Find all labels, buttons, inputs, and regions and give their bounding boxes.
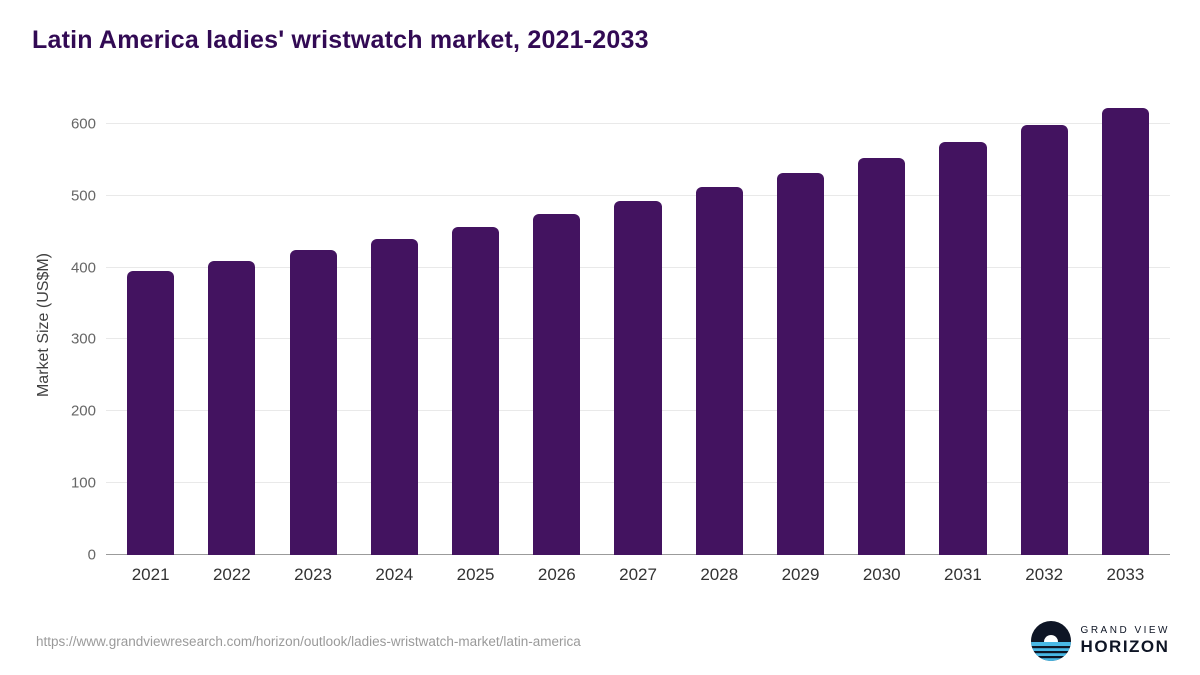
x-tick-label: 2024 — [375, 565, 414, 584]
bar-2023 — [289, 250, 337, 555]
x-tick-label: 2033 — [1106, 565, 1145, 584]
bar-2032 — [1020, 125, 1068, 555]
y-tick-label: 100 — [70, 474, 96, 492]
bar-slot — [272, 95, 353, 555]
bar-2025 — [452, 226, 500, 555]
bar-slot — [841, 95, 922, 555]
bars — [106, 95, 1170, 555]
bar-2033 — [1101, 107, 1149, 555]
bar-slot — [516, 95, 597, 555]
bar-2022 — [208, 261, 256, 555]
y-tick-label: 200 — [70, 402, 96, 420]
x-tick-label: 2022 — [212, 565, 251, 584]
x-axis-labels: 2021 2022 2023 2024 2025 2026 2027 2028 2029 2030… — [106, 565, 1170, 585]
bar-2030 — [858, 157, 906, 555]
y-tick-label: 500 — [70, 187, 96, 205]
logo-line1: GRAND VIEW — [1080, 625, 1170, 637]
x-tick-label: 2031 — [944, 565, 982, 584]
bar-slot — [435, 95, 516, 555]
bar-slot — [1004, 95, 1085, 555]
grandview-logo-icon — [1030, 621, 1071, 661]
grandview-horizon-logo: GRAND VIEW HORIZON — [1030, 621, 1170, 661]
bar-2029 — [776, 172, 825, 555]
bar-slot — [191, 95, 272, 555]
bar-slot — [597, 95, 678, 555]
bar-slot — [760, 95, 841, 555]
x-tick-label: 2028 — [700, 565, 739, 584]
chart-title: Latin America ladies' wristwatch market,… — [32, 26, 649, 54]
gridline — [106, 122, 1170, 124]
bar-2024 — [370, 238, 418, 555]
x-tick-label: 2029 — [781, 565, 820, 584]
y-axis-title-text: Market Size (US$M) — [35, 252, 52, 398]
bar-2026 — [533, 213, 581, 555]
footer: https://www.grandviewresearch.com/horizo… — [36, 621, 1170, 661]
y-tick-label: 0 — [87, 546, 96, 564]
bar-2021 — [127, 271, 175, 555]
bar-slot — [354, 95, 435, 555]
bar-2028 — [695, 187, 743, 555]
y-tick-label: 400 — [70, 259, 96, 276]
x-tick-label: 2030 — [862, 565, 901, 584]
y-tick-label: 300 — [70, 330, 96, 348]
x-tick-label: 2025 — [456, 565, 495, 584]
y-axis-labels: 0 100 200 300 400 500 600 — [58, 95, 106, 562]
logo-line2: HORIZON — [1080, 636, 1170, 656]
bar-slot — [1085, 95, 1166, 555]
bar-slot — [679, 95, 760, 555]
logo-text: GRAND VIEW HORIZON — [1081, 625, 1170, 656]
bar-chart: Market Size (US$M) 0 100 200 300 400 500 600 2… — [30, 95, 1170, 585]
y-axis-title: Market Size (US$M) — [30, 95, 58, 555]
x-tick-label: 2032 — [1025, 565, 1064, 584]
bar-slot — [922, 95, 1003, 555]
x-tick-label: 2026 — [537, 565, 576, 584]
y-tick-label: 600 — [70, 115, 96, 133]
bar-2031 — [939, 142, 987, 555]
source-url: https://www.grandviewresearch.com/horizo… — [36, 633, 581, 649]
plot-area — [106, 95, 1170, 555]
x-tick-label: 2021 — [131, 565, 170, 584]
x-tick-label: 2023 — [294, 565, 332, 584]
x-tick-label: 2027 — [619, 565, 657, 584]
bar-2027 — [614, 200, 662, 555]
bar-slot — [110, 95, 191, 555]
gridline — [106, 194, 1170, 196]
